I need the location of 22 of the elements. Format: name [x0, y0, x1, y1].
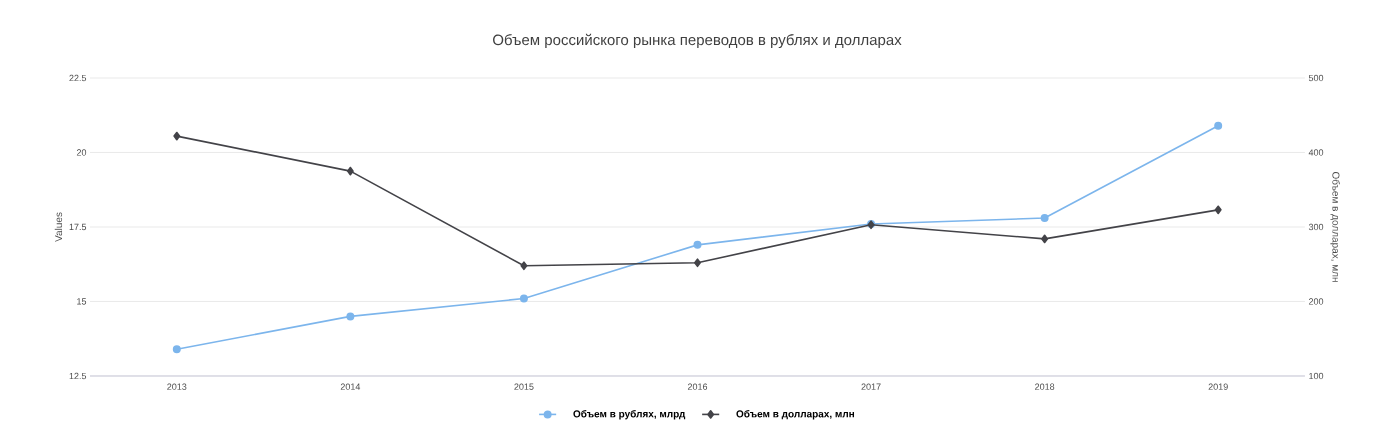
chart-title: Объем российского рынка переводов в рублях и долларах	[493, 33, 902, 49]
y-tick-label: 15	[77, 298, 87, 305]
x-tick-label: 2018	[1035, 383, 1055, 390]
x-tick-label: 2019	[1208, 383, 1228, 390]
y-tick-label: 12.5	[69, 372, 87, 380]
x-tick-label: 2013	[167, 383, 187, 390]
y2-tick-label: 200	[1308, 298, 1324, 305]
x-tick-label: 2015	[514, 383, 534, 390]
y2-tick-label: 300	[1308, 223, 1324, 231]
x-tick-label: 2017	[861, 383, 881, 390]
x-tick-label: 2014	[340, 383, 361, 390]
y-tick-label: 20	[76, 149, 87, 156]
y2-tick-label: 500	[1308, 74, 1324, 82]
y-tick-label: 22.5	[69, 74, 87, 82]
legend-label: Объем в рублях, млрд	[573, 409, 686, 420]
y2-tick-label: 400	[1308, 149, 1324, 156]
y2-axis-title: Объем в долларах, млн	[1330, 171, 1340, 282]
y-tick-label: 17.5	[69, 223, 87, 231]
y-axis-title: Values	[54, 212, 63, 242]
x-tick-label: 2016	[687, 383, 708, 390]
y2-tick-label: 100	[1309, 372, 1324, 380]
legend-label: Объем в долларах, млн	[736, 409, 855, 420]
